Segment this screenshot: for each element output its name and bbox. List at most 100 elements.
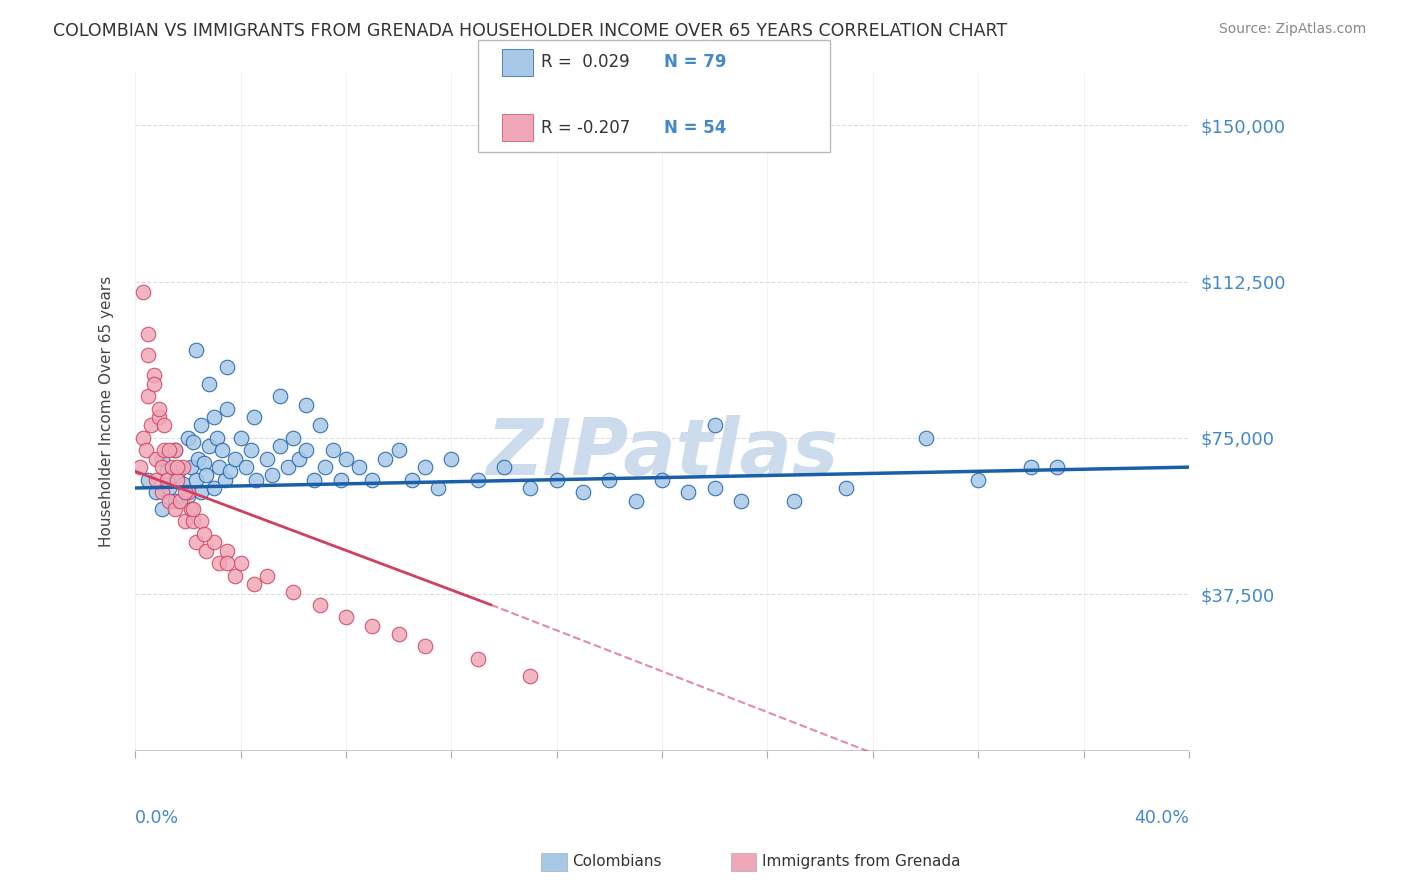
Point — [304, 473, 326, 487]
Point — [181, 435, 204, 450]
Point — [166, 468, 188, 483]
Point — [202, 410, 225, 425]
Point — [467, 473, 489, 487]
Point — [967, 473, 990, 487]
Point — [295, 443, 318, 458]
Point — [148, 401, 170, 416]
Point — [139, 418, 162, 433]
Point — [283, 585, 305, 599]
Point — [180, 460, 202, 475]
Point — [150, 501, 173, 516]
Point — [150, 460, 173, 475]
Point — [163, 501, 186, 516]
Point — [388, 627, 411, 641]
Point — [546, 473, 568, 487]
Point — [492, 460, 515, 475]
Point — [153, 418, 176, 433]
Point — [1046, 460, 1069, 475]
Point — [142, 376, 165, 391]
Point — [242, 577, 264, 591]
Point — [193, 527, 215, 541]
Point — [138, 389, 160, 403]
Point — [229, 431, 252, 445]
Point — [245, 473, 267, 487]
Point — [129, 460, 152, 475]
Point — [401, 473, 423, 487]
Point — [242, 410, 264, 425]
Point — [269, 439, 291, 453]
Point — [235, 460, 257, 475]
Point — [283, 431, 305, 445]
Point — [269, 389, 291, 403]
Point — [138, 473, 160, 487]
Point — [150, 451, 173, 466]
Text: Immigrants from Grenada: Immigrants from Grenada — [762, 855, 960, 869]
Point — [180, 501, 202, 516]
Point — [138, 347, 160, 361]
Point — [198, 439, 221, 453]
Point — [160, 460, 183, 475]
Point — [145, 473, 167, 487]
Text: Source: ZipAtlas.com: Source: ZipAtlas.com — [1219, 22, 1367, 37]
Text: ZIPatlas: ZIPatlas — [486, 415, 838, 491]
Point — [703, 481, 725, 495]
Point — [835, 481, 858, 495]
Text: COLOMBIAN VS IMMIGRANTS FROM GRENADA HOUSEHOLDER INCOME OVER 65 YEARS CORRELATIO: COLOMBIAN VS IMMIGRANTS FROM GRENADA HOU… — [53, 22, 1008, 40]
Point — [169, 493, 191, 508]
Point — [132, 285, 155, 299]
Point — [388, 443, 411, 458]
Point — [329, 473, 352, 487]
Point — [166, 473, 188, 487]
Point — [240, 443, 263, 458]
Point — [703, 418, 725, 433]
Point — [287, 451, 309, 466]
Point — [166, 460, 188, 475]
Point — [198, 376, 221, 391]
Point — [181, 514, 204, 528]
Text: Colombians: Colombians — [572, 855, 662, 869]
Point — [295, 398, 318, 412]
Point — [678, 485, 700, 500]
Point — [193, 456, 215, 470]
Point — [224, 451, 246, 466]
Text: 40.0%: 40.0% — [1133, 809, 1189, 827]
Point — [572, 485, 595, 500]
Point — [195, 468, 218, 483]
Text: N = 54: N = 54 — [664, 119, 725, 136]
Point — [172, 460, 194, 475]
Point — [211, 443, 233, 458]
Point — [150, 485, 173, 500]
Point — [163, 443, 186, 458]
Point — [190, 418, 212, 433]
Point — [224, 568, 246, 582]
Point — [256, 568, 278, 582]
Point — [202, 535, 225, 549]
Point — [440, 451, 463, 466]
Point — [153, 443, 176, 458]
Point — [217, 359, 239, 374]
Point — [156, 464, 179, 478]
Text: N = 79: N = 79 — [664, 54, 725, 71]
Point — [148, 410, 170, 425]
Point — [427, 481, 450, 495]
Point — [184, 535, 207, 549]
Point — [624, 493, 647, 508]
Point — [730, 493, 752, 508]
Point — [177, 489, 200, 503]
Point — [208, 460, 231, 475]
Point — [184, 473, 207, 487]
Point — [159, 481, 181, 495]
Point — [361, 473, 384, 487]
Point — [335, 610, 357, 624]
Point — [163, 493, 186, 508]
Point — [205, 431, 228, 445]
Point — [467, 652, 489, 666]
Point — [132, 431, 155, 445]
Point — [413, 460, 436, 475]
Point — [217, 556, 239, 570]
Point — [208, 556, 231, 570]
Point — [177, 431, 200, 445]
Point — [159, 443, 181, 458]
Point — [202, 481, 225, 495]
Point — [138, 326, 160, 341]
